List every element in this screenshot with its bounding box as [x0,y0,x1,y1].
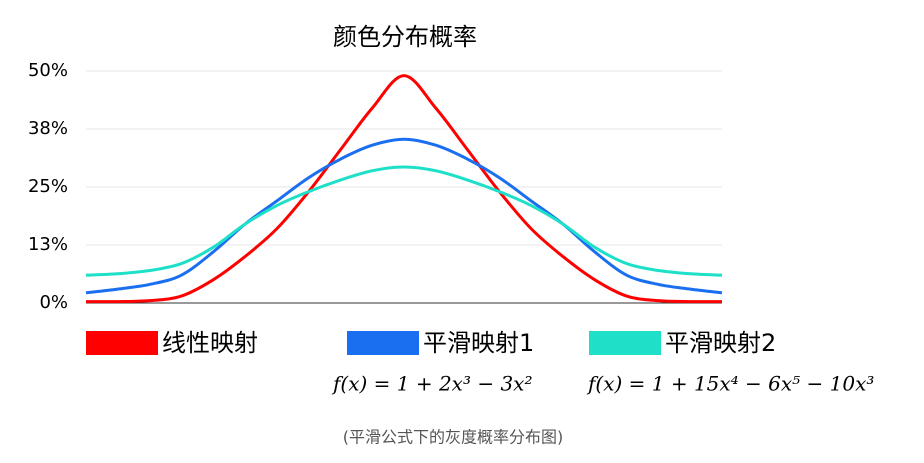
legend-swatch [347,331,419,355]
legend-swatch [86,331,158,355]
y-tick-label: 38% [28,118,68,139]
line [85,137,723,295]
y-tick-label: 25% [28,176,68,197]
legend-label: 平滑映射1 [423,329,534,357]
formula: f(x) = 1 + 2x³ − 3x² [331,372,532,396]
legend-label: 平滑映射2 [665,329,776,357]
y-tick-label: 13% [28,234,68,255]
y-tick-label: 50% [28,60,68,81]
caption: (平滑公式下的灰度概率分布图) [343,428,564,447]
legend-swatch [589,331,661,355]
chart-title: 颜色分布概率 [333,23,477,51]
y-tick-label: 0% [39,292,68,313]
legend-label: 线性映射 [162,329,258,357]
formula: f(x) = 1 + 15x⁴ − 6x⁵ − 10x³ [586,372,874,396]
line [85,74,723,304]
line [85,165,723,277]
